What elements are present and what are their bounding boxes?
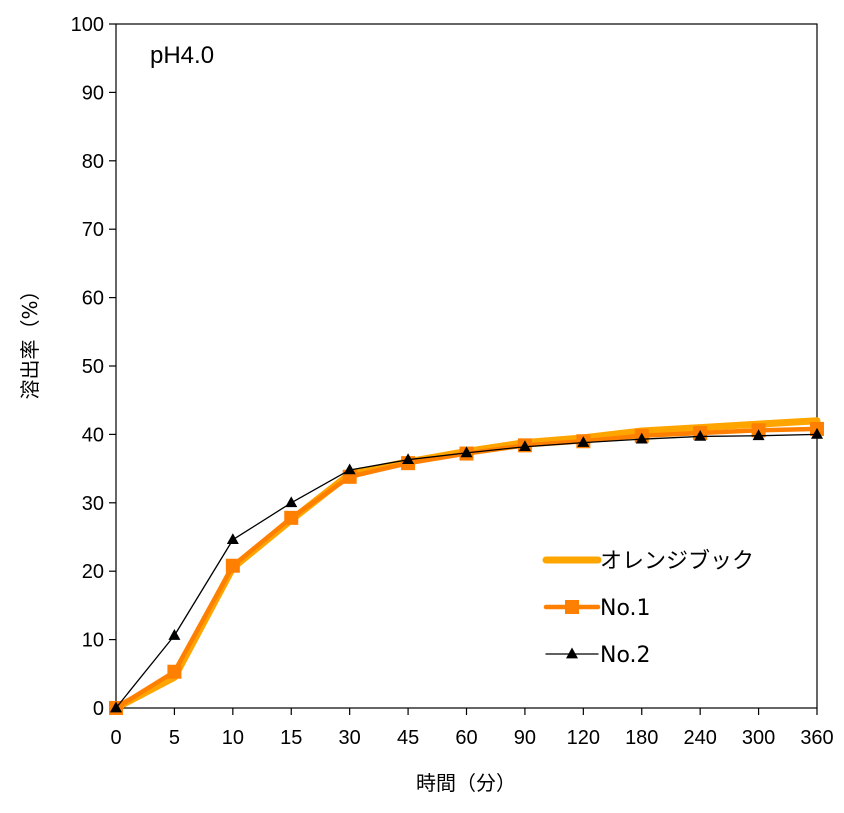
legend-marker [566, 647, 578, 659]
x-tick-label: 60 [455, 727, 477, 749]
y-tick-label: 10 [82, 630, 104, 652]
y-tick-label: 70 [82, 219, 104, 241]
y-tick-label: 20 [82, 561, 104, 583]
y-tick-label: 30 [82, 493, 104, 515]
data-point [635, 432, 648, 444]
data-point [284, 510, 299, 525]
data-point [811, 427, 823, 439]
series-3 [110, 427, 823, 713]
legend: オレンジブック No.1 No.2 [542, 549, 754, 668]
x-tick-label: 300 [742, 727, 775, 749]
data-point [168, 629, 181, 640]
y-tick-label: 90 [82, 82, 104, 104]
x-tick-label: 45 [397, 727, 419, 749]
x-tick-label: 90 [514, 727, 536, 749]
y-tick-label: 100 [71, 14, 104, 36]
panel-annotation: pH4.0 [150, 42, 214, 69]
x-axis-title: 時間（分） [416, 771, 516, 795]
x-tick-label: 240 [683, 727, 716, 749]
data-point [460, 446, 473, 458]
legend-label: オレンジブック [600, 549, 754, 574]
data-point [752, 429, 765, 441]
data-point [518, 440, 531, 452]
x-tick-label: 360 [800, 727, 833, 749]
y-tick-label: 0 [93, 698, 104, 720]
data-point [225, 558, 240, 573]
data-point [285, 496, 298, 508]
plot-area [115, 23, 818, 709]
x-tick-label: 0 [110, 727, 121, 749]
y-tick-label: 40 [82, 424, 104, 446]
y-tick-label: 60 [82, 288, 104, 310]
data-point [577, 436, 590, 447]
x-tick-label: 5 [169, 727, 180, 749]
data-point [110, 701, 122, 713]
x-axis: 0 5 10 15 30 45 60 90 120 180 240 300 360 [110, 708, 834, 749]
x-tick-label: 15 [280, 727, 302, 749]
x-tick-label: 30 [339, 727, 361, 749]
legend-marker [565, 600, 579, 614]
x-tick-label: 180 [625, 727, 658, 749]
y-axis-title: 溶出率（%） [18, 280, 42, 399]
x-tick-label: 10 [222, 727, 244, 749]
y-tick-label: 50 [82, 356, 104, 378]
data-point [343, 463, 356, 475]
x-tick-label: 120 [567, 727, 600, 749]
y-axis: 0 10 20 30 40 50 60 70 80 90 100 [71, 14, 116, 720]
legend-label: No.2 [600, 643, 651, 668]
legend-label: No.1 [600, 596, 651, 621]
data-point [402, 453, 415, 465]
series-layer [109, 417, 824, 715]
data-point [226, 533, 239, 545]
data-point [167, 664, 182, 679]
y-tick-label: 80 [82, 151, 104, 173]
data-point [694, 429, 707, 441]
